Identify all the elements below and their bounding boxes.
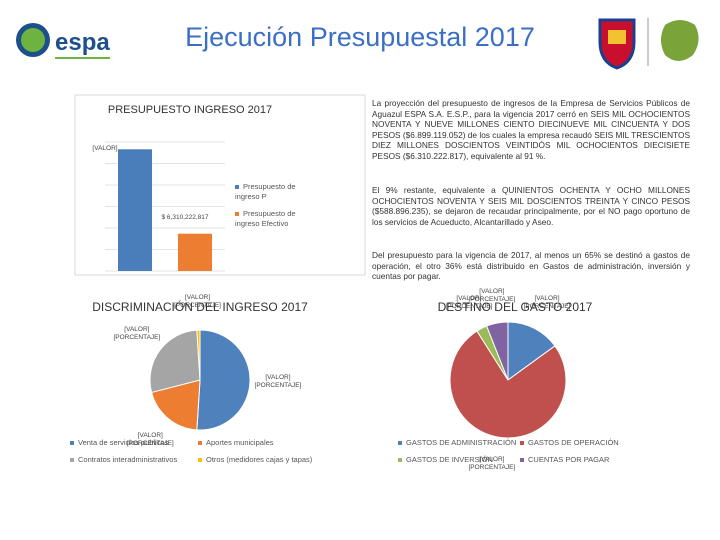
pie-slice [150, 379, 201, 431]
data-label: [VALOR] [PORCENTAJE] [445, 295, 493, 311]
municipal-logo [661, 20, 699, 61]
logo-emblem-inner [21, 28, 45, 52]
legend-entry: CUENTAS POR PAGAR [520, 455, 609, 464]
data-label: [VALOR] [PORCENTAJE] [126, 432, 174, 448]
legend-marker [235, 185, 239, 190]
pie-slice [196, 329, 251, 431]
chart-frame [74, 94, 366, 276]
page-title: Ejecución Presupuestal 2017 [185, 22, 535, 52]
bar [118, 149, 152, 271]
paragraph: La proyección del presupuesto de ingreso… [372, 98, 690, 161]
data-label: [VALOR] [PORCENTAJE] [254, 374, 302, 390]
legend-entry: Aportes municipales [198, 438, 274, 447]
chart-title: PRESUPUESTO INGRESO 2017 [107, 104, 273, 116]
data-label: [VALOR] [PORCENTAJE] [523, 295, 571, 311]
legend-entry: Otros (medidores cajas y tapas) [198, 455, 312, 464]
data-label: [VALOR] [92, 145, 118, 153]
bar [178, 233, 212, 271]
legend-entry: Presupuesto de ingreso Efectivo [235, 209, 296, 228]
legend-marker [70, 458, 74, 463]
legend-marker [520, 458, 524, 463]
legend-entry: Presupuesto de ingreso P [235, 182, 296, 201]
paragraph: Del presupuesto para la vigencia de 2017… [372, 250, 690, 282]
legend-entry: GASTOS DE OPERACIÓN [520, 438, 619, 447]
pie-slice [486, 321, 509, 381]
pie-slice [149, 329, 201, 394]
shield-detail [608, 30, 626, 44]
pie-slice [449, 330, 567, 439]
pie-slice [196, 329, 201, 381]
legend-entry: Venta de servicios publicos [70, 438, 168, 447]
data-label: [VALOR] [PORCENTAJE] [468, 456, 516, 472]
pie-slice [507, 321, 556, 381]
legend-marker [398, 458, 402, 463]
data-label: $ 6,310,222,817 [161, 213, 209, 221]
paragraph: El 9% restante, equivalente a QUINIENTOS… [372, 185, 690, 227]
legend-marker [70, 441, 74, 446]
logo-text: espa [55, 29, 110, 56]
legend-marker [398, 441, 402, 446]
data-label: [VALOR] [PORCENTAJE] [113, 326, 161, 342]
legend-entry: GASTOS DE INVERSIÓN [398, 455, 493, 464]
legend-entry: GASTOS DE ADMINISTRACIÓN [398, 438, 516, 447]
data-label: [VALOR] [PORCENTAJE] [174, 294, 221, 310]
chart-title: DISCRIMINACIÓN DEL INGRESO 2017 [92, 300, 308, 314]
chart-title: DESTINO DEL GASTO 2017 [437, 300, 593, 314]
legend-marker [520, 441, 524, 446]
legend-entry: Contratos interadministrativos [70, 455, 177, 464]
data-label: [VALOR] [PORCENTAJE] [468, 287, 516, 303]
legend-marker [198, 458, 202, 463]
legend-marker [235, 212, 239, 217]
legend-marker [198, 441, 202, 446]
